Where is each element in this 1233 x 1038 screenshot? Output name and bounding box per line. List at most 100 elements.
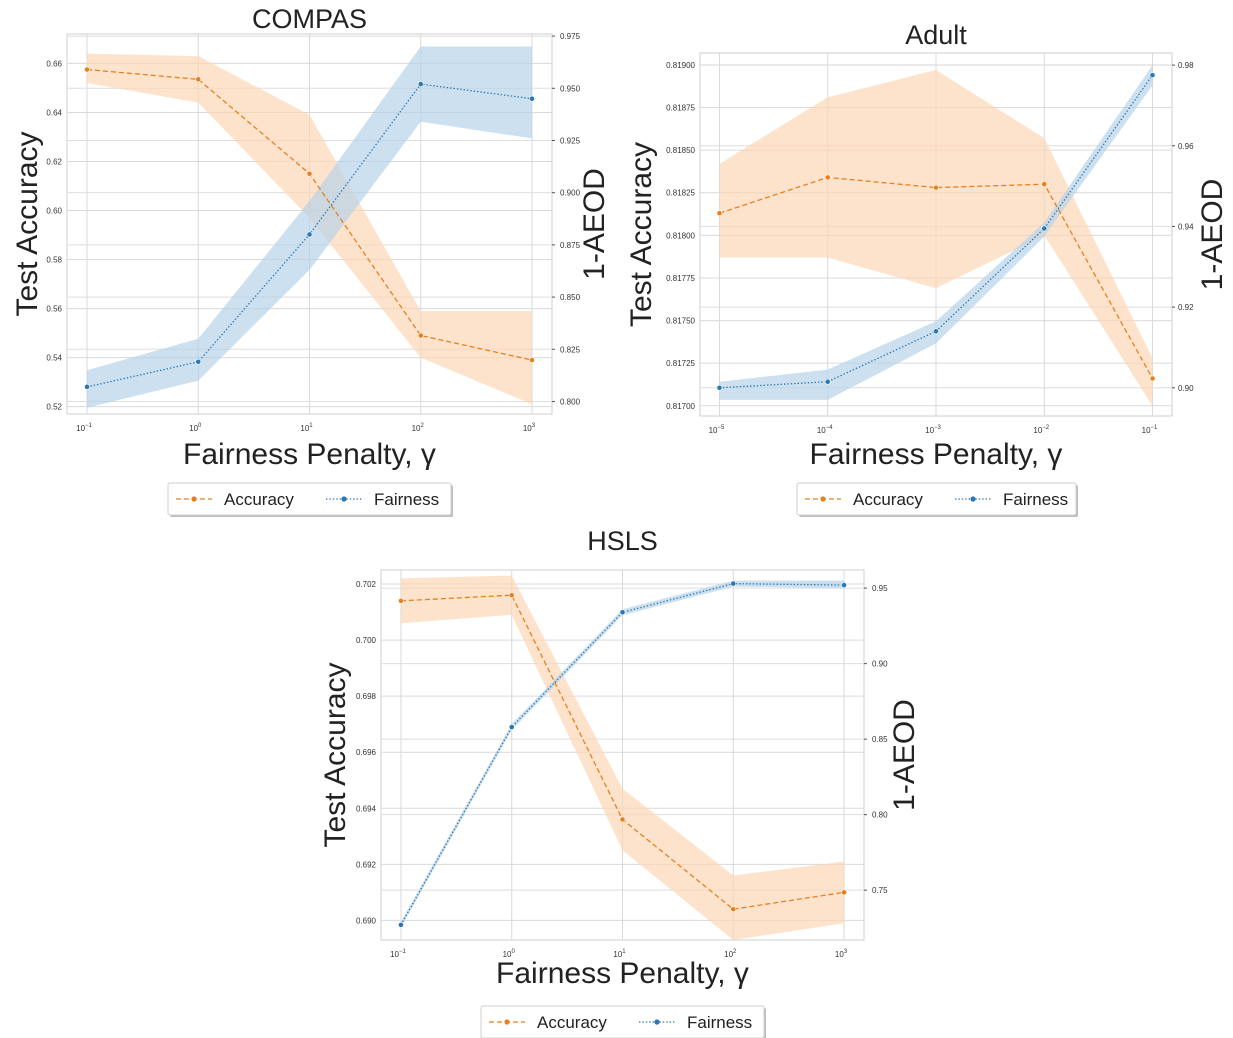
confidence-band-accuracy (400, 575, 845, 940)
x-tick-exponent: −1 (85, 423, 93, 429)
data-point-fairness (195, 358, 202, 365)
data-point-accuracy (508, 592, 515, 599)
x-tick-exponent: 1 (309, 423, 313, 429)
y2-tick-label: 0.950 (560, 84, 581, 93)
data-point-fairness (508, 724, 515, 730)
data-point-accuracy (841, 889, 847, 896)
data-point-accuracy (306, 170, 313, 177)
x-tick-exponent: 3 (844, 949, 848, 955)
legend-label-accuracy: Accuracy (537, 1013, 607, 1032)
y-axis-label: Test Accuracy (625, 142, 658, 327)
y-tick-label: 0.62 (46, 157, 62, 166)
y2-tick-label: 0.96 (1178, 142, 1194, 151)
y-tick-label: 0.54 (46, 354, 62, 363)
series-line-accuracy (719, 176, 1154, 379)
legend-label-accuracy: Accuracy (853, 490, 923, 509)
x-tick-label: 10−1 (1142, 425, 1158, 435)
x-tick-exponent: 3 (532, 423, 536, 429)
x-axis-label: Fairness Penalty, γ (810, 438, 1063, 471)
y-tick-label: 0.60 (46, 207, 62, 216)
confidence-band-accuracy (719, 70, 1153, 406)
legend: Accuracy Fairness (796, 482, 1078, 517)
x-axis-label: Fairness Penalty, γ (496, 957, 749, 990)
data-point-fairness (716, 384, 723, 391)
x-tick-exponent: −1 (1151, 425, 1159, 431)
data-point-accuracy (933, 184, 939, 191)
y2-tick-label: 0.90 (872, 660, 888, 669)
y-tick-label: 0.696 (356, 748, 377, 757)
x-axis-label: Fairness Penalty, γ (183, 438, 436, 471)
x-tick-exponent: −4 (826, 425, 834, 431)
legend-label-accuracy: Accuracy (224, 490, 294, 509)
y2-axis-label: 1-AEOD (578, 168, 611, 280)
data-point-fairness (730, 580, 737, 587)
y-tick-label: 0.81700 (666, 402, 695, 411)
y2-tick-label: 0.850 (560, 293, 581, 302)
legend-marker-fairness (654, 1019, 660, 1025)
legend: Accuracy Fairness (480, 1005, 766, 1038)
x-tick-label: 101 (613, 949, 626, 959)
data-point-accuracy (529, 357, 535, 363)
x-tick-label: 10−4 (817, 425, 833, 435)
x-tick-label: 10−2 (1033, 425, 1049, 435)
y-tick-label: 0.66 (46, 59, 62, 68)
y-tick-label: 0.81850 (666, 146, 695, 155)
series-line-fairness (400, 582, 845, 926)
data-point-fairness (398, 921, 404, 928)
x-tick-label: 102 (724, 949, 737, 959)
x-tick-label: 103 (835, 949, 848, 959)
x-tick-exponent: −3 (934, 425, 942, 431)
y2-axis-label: 1-AEOD (1196, 179, 1229, 291)
data-point-accuracy (84, 66, 90, 73)
legend-label-fairness: Fairness (1003, 490, 1068, 509)
legend-box (167, 482, 452, 516)
legend-marker-accuracy (820, 496, 826, 502)
y-tick-label: 0.81875 (666, 104, 695, 113)
legend-label-fairness: Fairness (374, 490, 439, 509)
x-tick-label: 100 (189, 423, 202, 433)
y-tick-label: 0.81775 (666, 274, 695, 283)
y2-tick-label: 0.900 (560, 189, 581, 198)
legend-marker-fairness (341, 496, 347, 502)
legend-marker-accuracy (504, 1019, 510, 1025)
y-axis-label: Test Accuracy (11, 131, 44, 316)
x-tick-label: 10−1 (390, 949, 406, 959)
data-point-fairness (306, 231, 313, 238)
y-tick-label: 0.698 (356, 692, 377, 701)
x-tick-exponent: 1 (622, 949, 626, 955)
y2-tick-label: 0.94 (1178, 222, 1194, 231)
y-tick-label: 0.700 (356, 636, 377, 645)
data-point-fairness (933, 328, 939, 335)
legend-label-fairness: Fairness (687, 1013, 752, 1032)
y-tick-label: 0.52 (46, 403, 62, 412)
y2-tick-label: 0.80 (872, 811, 888, 820)
x-tick-exponent: −5 (718, 425, 726, 431)
data-point-accuracy (1041, 181, 1048, 188)
x-tick-label: 10−1 (76, 423, 92, 433)
y-tick-label: 0.81750 (666, 317, 695, 326)
chart-panel-1: 0.81700 0.81725 0.81750 0.81775 0.81800 0.818… (625, 20, 1229, 517)
y-tick-label: 0.81725 (666, 359, 695, 368)
x-tick-exponent: 2 (421, 423, 425, 429)
y-axis-label: Test Accuracy (319, 662, 352, 847)
data-point-accuracy (398, 597, 404, 604)
data-point-fairness (529, 95, 535, 102)
y-tick-label: 0.81825 (666, 189, 695, 198)
data-point-fairness (1041, 225, 1048, 232)
y2-tick-label: 0.925 (560, 136, 581, 145)
data-point-fairness (417, 81, 424, 88)
y2-tick-label: 0.825 (560, 345, 581, 354)
y-tick-label: 0.64 (46, 108, 62, 117)
x-tick-label: 10−3 (925, 425, 941, 435)
y-tick-label: 0.81900 (666, 61, 695, 70)
x-tick-exponent: −2 (1042, 425, 1050, 431)
y2-tick-label: 0.92 (1178, 303, 1194, 312)
x-tick-label: 10−5 (709, 425, 725, 435)
x-tick-exponent: 2 (733, 949, 737, 955)
x-tick-exponent: −1 (399, 949, 407, 955)
y2-tick-label: 0.98 (1178, 61, 1194, 70)
y2-axis-label: 1-AEOD (888, 699, 921, 811)
chart-title: Adult (905, 20, 967, 50)
legend-marker-fairness (970, 496, 976, 502)
